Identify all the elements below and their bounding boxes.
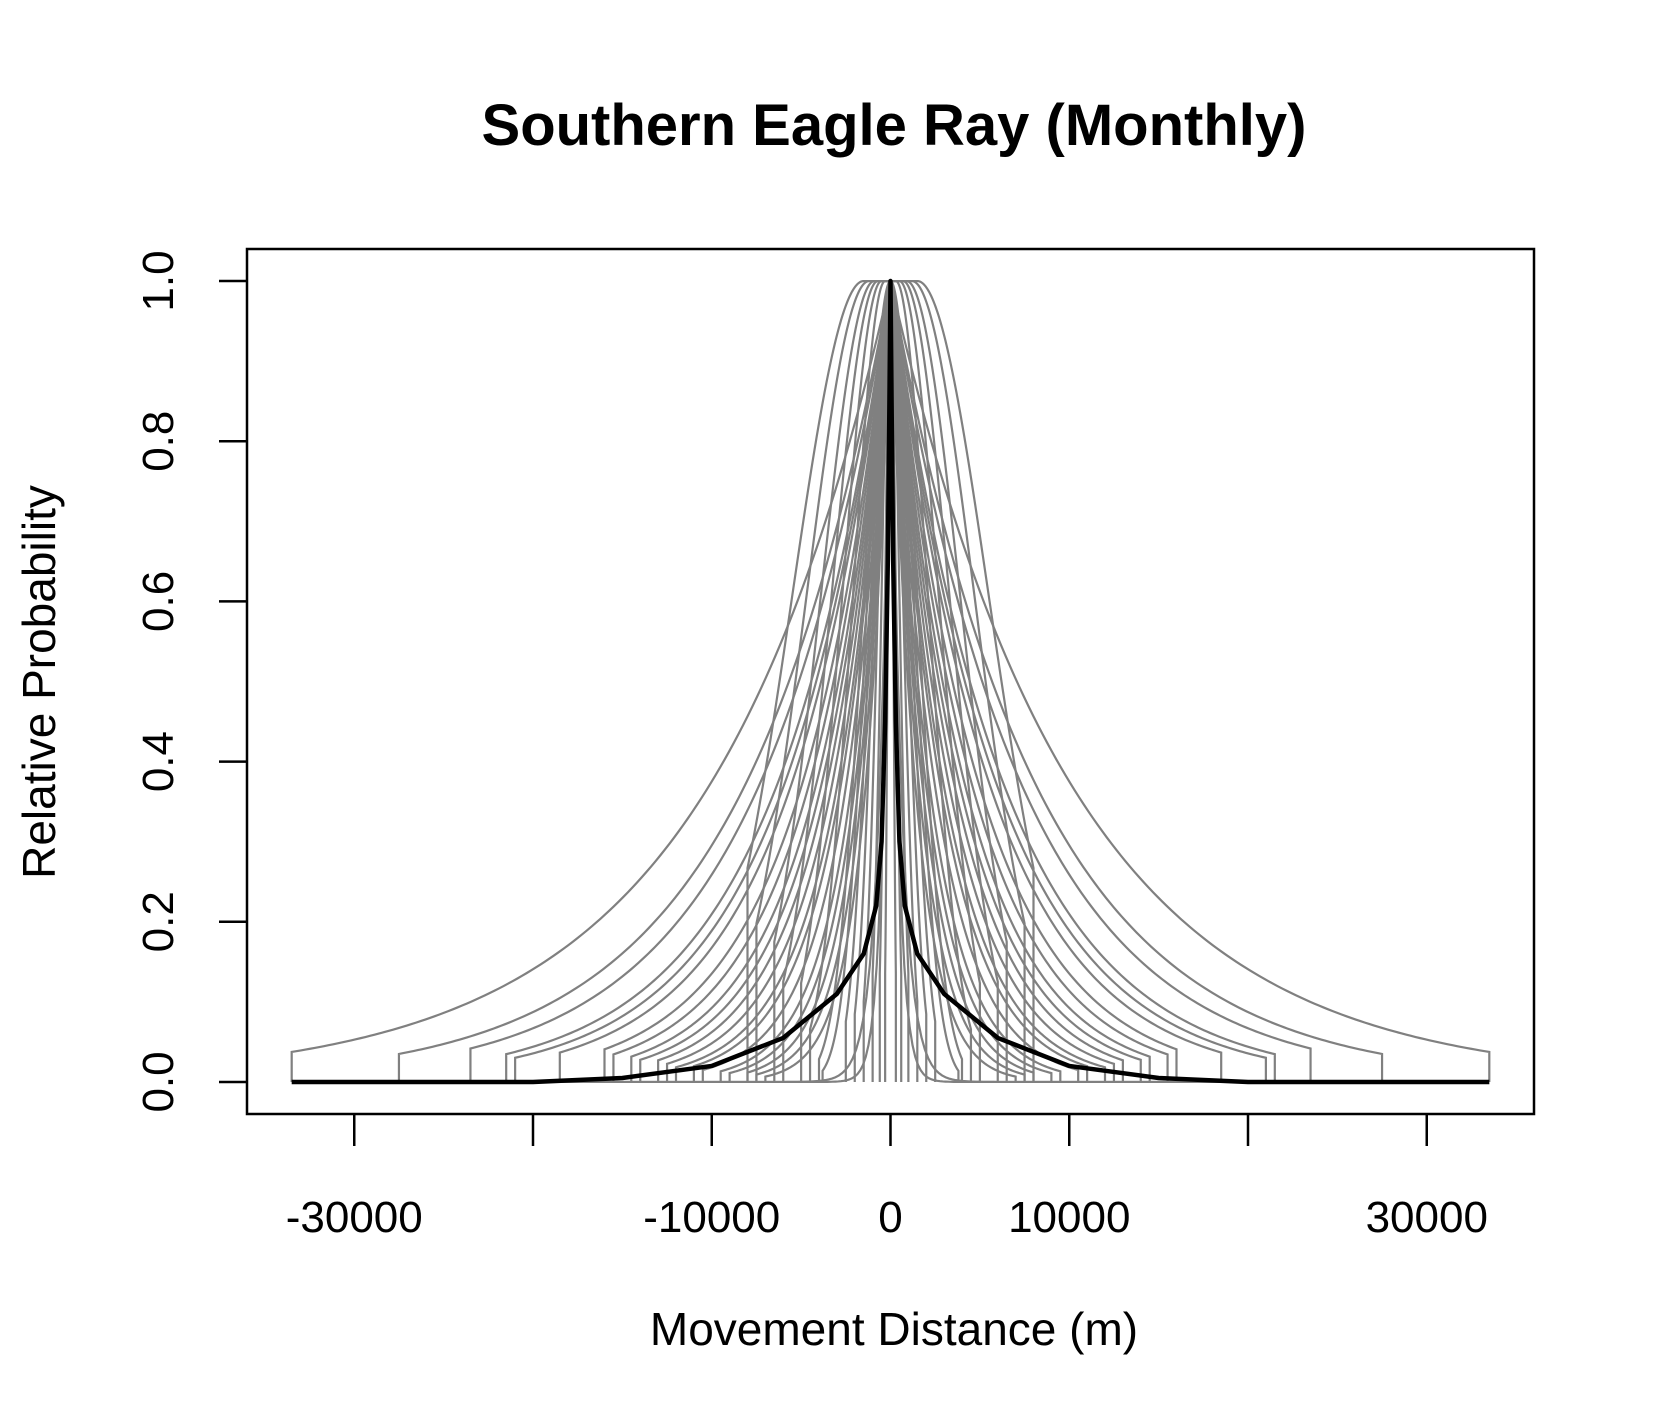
- y-tick-label: 0.8: [134, 411, 183, 472]
- y-axis-label: Relative Probability: [13, 485, 65, 879]
- x-axis: -30000 -10000 0 10000 30000: [286, 1114, 1488, 1242]
- y-tick-label: 0.0: [134, 1051, 183, 1112]
- x-tick-label: 0: [878, 1193, 902, 1242]
- y-tick-label: 0.6: [134, 571, 183, 632]
- x-tick-label: -10000: [643, 1193, 780, 1242]
- y-tick-label: 0.4: [134, 731, 183, 792]
- y-tick-label: 1.0: [134, 250, 183, 311]
- x-tick-label: 30000: [1366, 1193, 1488, 1242]
- y-tick-label: 0.2: [134, 891, 183, 952]
- chart-title: Southern Eagle Ray (Monthly): [482, 93, 1307, 158]
- x-axis-label: Movement Distance (m): [650, 1303, 1138, 1355]
- x-tick-label: -30000: [286, 1193, 423, 1242]
- y-axis: 0.0 0.2 0.4 0.6 0.8 1.0: [134, 250, 247, 1113]
- mean-curve: [291, 278, 1490, 1085]
- x-tick-label: 10000: [1008, 1193, 1130, 1242]
- plot-area: [290, 278, 1491, 1085]
